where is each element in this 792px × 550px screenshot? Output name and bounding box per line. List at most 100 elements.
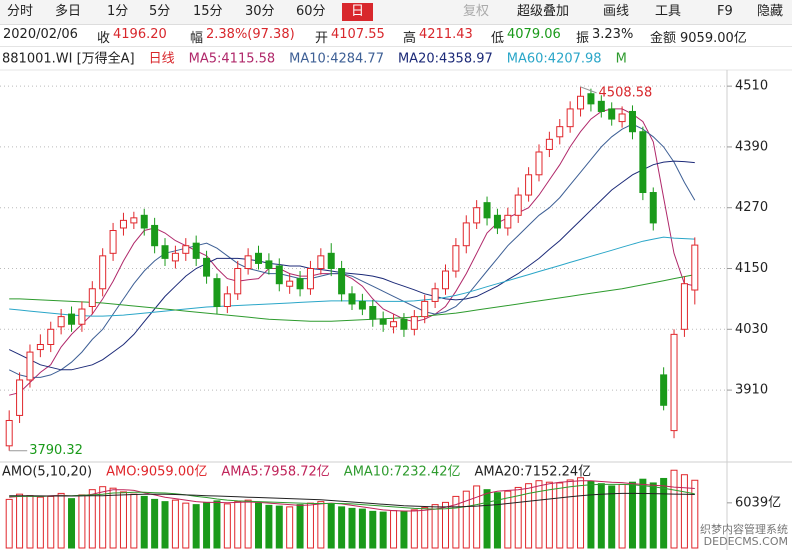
label: 幅 [190,31,204,46]
volume-bar [203,501,211,549]
y-tick-label: 4150 [735,261,768,276]
legend-entry: M [616,52,627,67]
y-tick-label: 4030 [735,322,768,337]
volume-bar [566,479,574,549]
button[interactable]: 画线 [603,4,630,19]
button[interactable]: F9 [717,4,733,19]
candle-body [431,288,439,302]
candle-body [390,321,398,328]
volume-bar [306,502,314,549]
volume-bar [109,487,117,549]
candle-body [348,293,356,305]
volume-bar [140,495,148,549]
button[interactable]: 隐藏 [757,4,784,19]
volume-bar [462,490,470,549]
candle-body [306,268,314,290]
volume-bar [213,500,221,549]
watermark-text: 织梦内容管理系统 [700,523,788,536]
value: 4196.20 [113,27,167,42]
legend-entry: AMO:9059.00亿 [106,465,207,480]
button[interactable]: 超级叠加 [517,4,570,19]
volume-bar [47,495,55,549]
volume-bar [421,507,429,549]
candle-body [639,131,647,194]
candle-body [358,300,366,310]
ma-line [8,123,696,378]
candle-body [140,214,148,229]
volume-bar [483,489,491,549]
volume-bar [410,509,418,549]
button[interactable]: 工具 [655,4,682,19]
candle-body [161,245,169,259]
candle-body [88,288,96,308]
chart-title: 881001.WI [万得全A] [2,51,135,67]
volume-bar [504,490,512,549]
volume-bar [16,493,24,549]
volume-bar [275,505,283,549]
candle-body [680,283,688,330]
button[interactable]: 15分 [193,4,223,19]
legend-entry: MA20:4358.97 [398,52,493,67]
volume-bar [286,506,294,549]
candle-body [57,316,65,328]
button[interactable]: 60分 [296,4,326,19]
volume-bar [5,498,13,549]
y-tick-label: 4390 [735,139,768,154]
candle-body [493,214,501,229]
button[interactable]: 分时 [7,4,34,19]
volume-bar [680,474,688,549]
candle-body [244,255,252,270]
label: 金额 [650,31,677,46]
candle-body [452,245,460,272]
volume-bar [171,499,179,549]
volume-bar [26,495,34,549]
candle-body [327,252,335,270]
button[interactable]: 复权 [463,4,490,19]
value: 4211.43 [419,27,473,42]
volume-bar [525,483,533,549]
candle-body [16,379,24,416]
label: 收 [97,31,111,46]
ma-line [9,108,695,396]
volume-bar [296,504,304,549]
volume-bar [400,510,408,549]
volume-bar [265,504,273,549]
ama-line [9,492,695,508]
volume-bar [234,501,242,549]
candle-body [5,419,13,447]
volume-bar [88,489,96,549]
high-label: 4508.58 [599,85,653,100]
watermark: 织梦内容管理系统 DEDECMS.COM [700,524,788,548]
candle-body [379,318,387,325]
candle-body [400,318,408,330]
candle-body [473,207,481,224]
period-label: 日线 [149,52,175,67]
button[interactable]: 日 [342,3,374,21]
value: 2.38%(97.38) [206,27,295,42]
volume-bar [78,494,86,549]
legend-entry: MA10:4284.77 [289,52,384,67]
volume-bar [431,504,439,549]
candle-body [119,219,127,229]
candle-body [203,257,211,277]
volume-bar [628,481,636,549]
label: 振 [576,31,590,46]
candle-body [670,333,678,432]
volume-bar [151,498,159,549]
candle-body [577,95,585,110]
candle-body [535,151,543,176]
button[interactable]: 5分 [149,4,171,19]
candle-body [286,280,294,287]
volume-bar [317,501,325,549]
candle-body [255,252,263,264]
candle-body [421,300,429,318]
button[interactable]: 30分 [245,4,275,19]
volume-bar [390,510,398,549]
candle-body [130,217,138,224]
button[interactable]: 多日 [55,4,82,19]
candle-body [317,255,325,270]
button[interactable]: 1分 [107,4,129,19]
volume-bar [99,486,107,549]
